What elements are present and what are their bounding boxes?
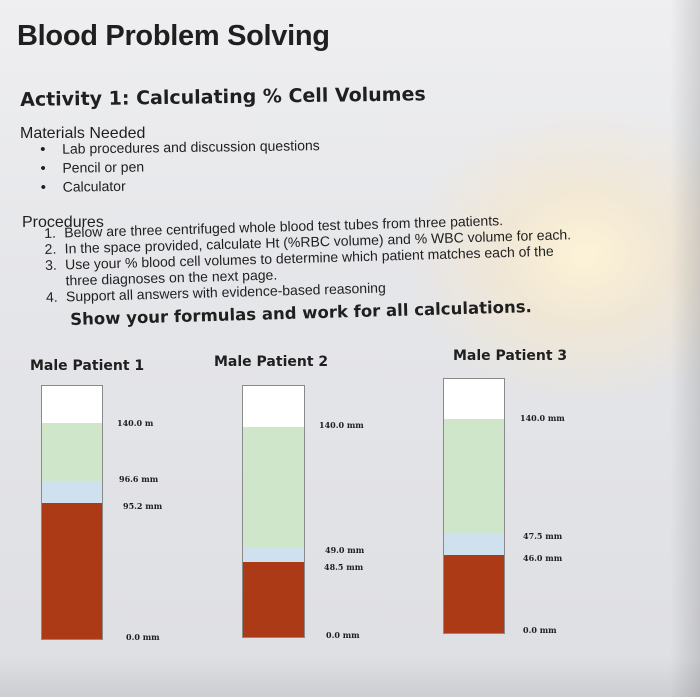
bottom-level-label: 0.0 mm [126, 632, 160, 642]
patient-3-tube [443, 378, 505, 634]
patient-1-label: Male Patient 1 [30, 358, 145, 374]
serum-layer [444, 419, 504, 533]
bottom-level-label: 0.0 mm [326, 630, 360, 640]
buffy-level-label: 47.5 mm [523, 531, 563, 541]
buffy-level-label: 96.6 mm [119, 474, 159, 484]
serum-layer [42, 423, 102, 481]
top-level-label: 140.0 m [117, 418, 154, 428]
red-cell-layer [243, 562, 304, 637]
step-number: 4. [45, 288, 58, 305]
patient-2-tube [242, 385, 305, 638]
plasma-layer [444, 379, 504, 419]
buffy-coat-layer [243, 548, 304, 562]
top-level-label: 140.0 mm [520, 413, 565, 423]
patient-1-tube [41, 385, 103, 640]
rbc-level-label: 48.5 mm [324, 562, 364, 572]
step-number: 2. [44, 240, 57, 257]
bottom-level-label: 0.0 mm [523, 625, 557, 635]
patient-3-label: Male Patient 3 [453, 348, 568, 364]
step-number: 3. [44, 256, 58, 273]
bullet-icon: • [40, 159, 46, 177]
plasma-layer [42, 386, 102, 423]
buffy-coat-layer [444, 533, 504, 555]
serum-layer [243, 427, 304, 548]
page-shadow [670, 0, 700, 697]
materials-heading: Materials Needed [20, 125, 146, 142]
rbc-level-label: 46.0 mm [523, 553, 563, 563]
procedures-heading: Procedures [22, 214, 104, 231]
list-item-text: Lab procedures and discussion questions [62, 137, 320, 157]
bullet-icon: • [40, 140, 46, 158]
procedures-list: 1. Below are three centrifuged whole bloo… [44, 210, 573, 305]
list-item-text: Pencil or pen [62, 158, 145, 176]
buffy-coat-layer [42, 481, 102, 503]
buffy-level-label: 49.0 mm [325, 545, 365, 555]
red-cell-layer [42, 503, 102, 639]
materials-list: • Lab procedures and discussion questions… [40, 136, 320, 197]
list-item-text: Calculator [62, 177, 126, 195]
list-item: • Lab procedures and discussion questions [40, 136, 320, 159]
step-number: 1. [44, 224, 57, 241]
page-title: Blood Problem Solving [17, 20, 330, 52]
list-item: • Calculator [41, 174, 321, 197]
red-cell-layer [444, 555, 504, 633]
bullet-icon: • [40, 178, 47, 196]
plasma-layer [243, 386, 304, 427]
top-level-label: 140.0 mm [319, 420, 364, 430]
patient-2-label: Male Patient 2 [214, 354, 329, 370]
rbc-level-label: 95.2 mm [123, 501, 163, 511]
page-shadow-bottom [0, 657, 700, 697]
